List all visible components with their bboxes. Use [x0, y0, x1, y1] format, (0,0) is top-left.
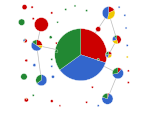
- Wedge shape: [127, 70, 129, 72]
- Wedge shape: [105, 52, 109, 55]
- Wedge shape: [31, 43, 41, 52]
- Wedge shape: [57, 22, 59, 24]
- Wedge shape: [112, 68, 118, 75]
- Wedge shape: [114, 36, 117, 40]
- Wedge shape: [112, 37, 117, 42]
- Wedge shape: [91, 86, 93, 88]
- Wedge shape: [97, 105, 99, 107]
- Wedge shape: [33, 64, 36, 67]
- Wedge shape: [109, 52, 112, 55]
- Wedge shape: [74, 6, 76, 8]
- Wedge shape: [24, 39, 25, 41]
- Wedge shape: [126, 56, 128, 59]
- Wedge shape: [32, 94, 34, 96]
- Wedge shape: [18, 20, 25, 26]
- Wedge shape: [81, 29, 107, 63]
- Wedge shape: [108, 93, 109, 99]
- Wedge shape: [31, 7, 33, 9]
- Wedge shape: [85, 101, 88, 103]
- Wedge shape: [102, 93, 108, 99]
- Wedge shape: [51, 13, 53, 15]
- Wedge shape: [102, 94, 113, 104]
- Wedge shape: [118, 68, 122, 74]
- Wedge shape: [23, 39, 25, 42]
- Wedge shape: [51, 76, 54, 79]
- Wedge shape: [55, 29, 81, 70]
- Wedge shape: [85, 10, 88, 13]
- Wedge shape: [37, 40, 42, 46]
- Wedge shape: [22, 6, 27, 11]
- Wedge shape: [23, 41, 25, 43]
- Wedge shape: [124, 15, 126, 17]
- Wedge shape: [118, 7, 120, 9]
- Wedge shape: [37, 75, 47, 86]
- Wedge shape: [21, 74, 27, 80]
- Wedge shape: [55, 50, 58, 53]
- Wedge shape: [107, 11, 115, 20]
- Wedge shape: [24, 39, 27, 43]
- Wedge shape: [126, 45, 128, 47]
- Wedge shape: [37, 46, 42, 49]
- Wedge shape: [60, 55, 106, 81]
- Wedge shape: [108, 55, 112, 58]
- Wedge shape: [55, 43, 57, 45]
- Wedge shape: [32, 18, 34, 21]
- Wedge shape: [32, 40, 37, 46]
- Wedge shape: [109, 7, 114, 14]
- Wedge shape: [51, 59, 53, 61]
- Wedge shape: [117, 36, 121, 44]
- Wedge shape: [50, 100, 53, 103]
- Wedge shape: [25, 60, 28, 62]
- Wedge shape: [59, 105, 61, 107]
- Wedge shape: [102, 7, 109, 20]
- Wedge shape: [49, 36, 52, 39]
- Wedge shape: [112, 40, 118, 45]
- Wedge shape: [105, 55, 109, 58]
- Wedge shape: [125, 28, 127, 30]
- Wedge shape: [36, 75, 41, 84]
- Wedge shape: [96, 27, 101, 32]
- Wedge shape: [97, 59, 99, 61]
- Wedge shape: [112, 69, 123, 79]
- Wedge shape: [65, 9, 67, 11]
- Wedge shape: [51, 66, 53, 68]
- Wedge shape: [127, 82, 129, 84]
- Wedge shape: [24, 98, 28, 102]
- Wedge shape: [34, 18, 48, 32]
